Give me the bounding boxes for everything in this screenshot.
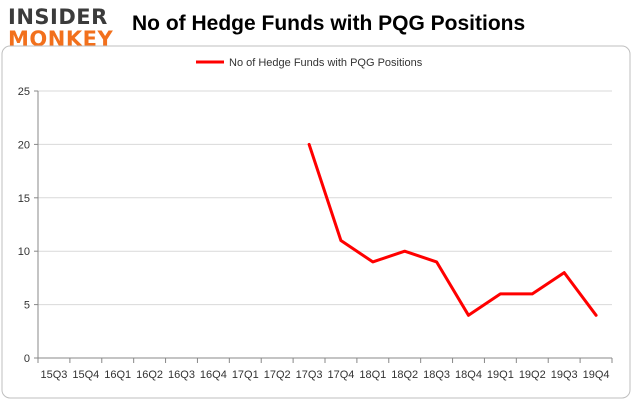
y-tick-label: 10	[18, 246, 30, 258]
series-lines	[307, 142, 598, 317]
x-tick-label: 19Q3	[551, 369, 578, 381]
x-tick-label: 18Q4	[455, 369, 482, 381]
x-tick-label: 18Q3	[423, 369, 450, 381]
chart-title: No of Hedge Funds with PQG Positions	[132, 12, 526, 35]
x-tick-label: 17Q1	[232, 369, 259, 381]
legend-label: No of Hedge Funds with PQG Positions	[229, 57, 423, 69]
logo-line-2: MONKEY	[8, 27, 114, 51]
x-tick-labels: 15Q3 15Q4 16Q1 16Q2 16Q3 16Q4 17Q1 17Q2 17Q3 17Q4…	[40, 369, 609, 381]
x-tick-label: 18Q1	[359, 369, 386, 381]
x-tick-label: 17Q4	[327, 369, 354, 381]
series-line-0	[307, 142, 598, 317]
y-tick-label: 25	[18, 86, 30, 98]
x-tick-label: 16Q3	[168, 369, 195, 381]
y-tick-label: 0	[24, 353, 30, 365]
x-tick-label: 19Q4	[583, 369, 610, 381]
chart-frame	[1, 45, 631, 399]
insider-monkey-logo: INSIDER MONKEY	[6, 6, 120, 52]
x-tick-label: 17Q3	[296, 369, 323, 381]
y-tick-labels: 0 5 10 15 20 25	[18, 86, 30, 365]
y-tick-label: 15	[18, 193, 30, 205]
x-tick-label: 15Q3	[40, 369, 67, 381]
x-tick-label: 16Q1	[104, 369, 131, 381]
logo-line-1: INSIDER	[8, 5, 108, 29]
x-tick-label: 18Q2	[391, 369, 418, 381]
x-tick-label: 15Q4	[72, 369, 99, 381]
x-tick-label: 19Q2	[519, 369, 546, 381]
x-tick-label: 19Q1	[487, 369, 514, 381]
y-tick-label: 5	[24, 300, 30, 312]
x-tick-label: 16Q2	[136, 369, 163, 381]
y-tick-label: 20	[18, 139, 30, 151]
x-tick-label: 17Q2	[264, 369, 291, 381]
axes	[34, 90, 613, 363]
gridlines	[38, 90, 612, 306]
x-tick-label: 16Q4	[200, 369, 227, 381]
legend: No of Hedge Funds with PQG Positions	[196, 57, 423, 69]
